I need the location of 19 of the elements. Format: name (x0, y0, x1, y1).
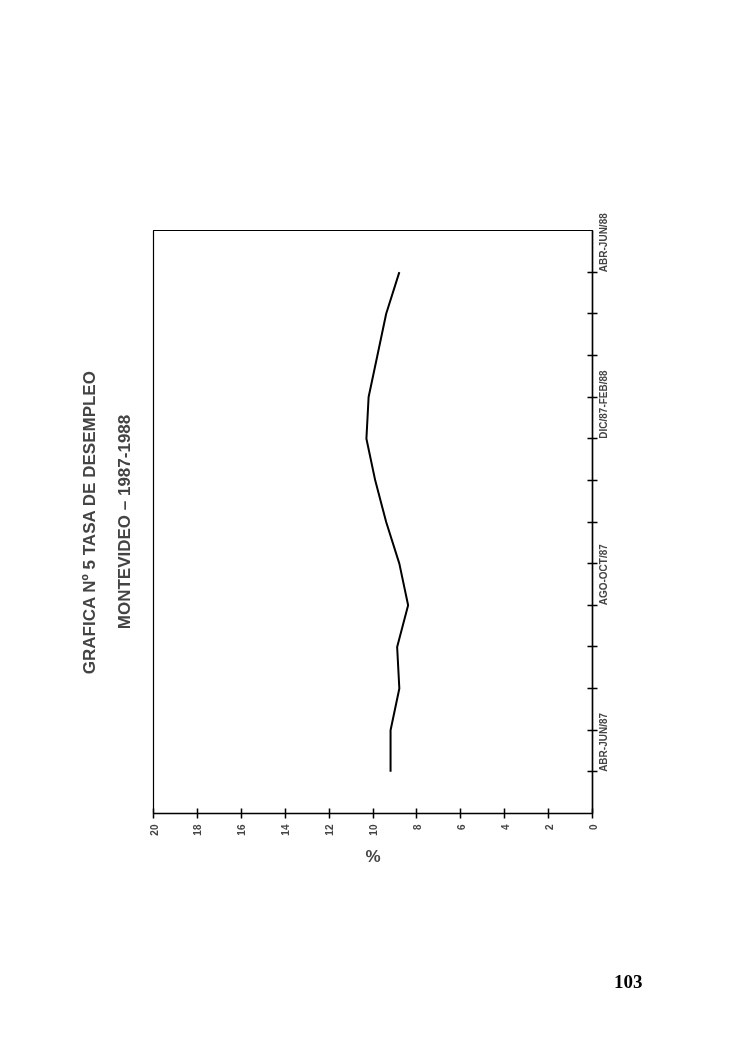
x-tick-label: 12 (324, 824, 336, 836)
text: GRAFICA Nº 5 TASA DE DESEMPLEO (80, 371, 99, 675)
text: MONTEVIDEO – 1987-1988 (115, 414, 134, 630)
x-tick-label: 18 (192, 824, 204, 836)
x-axis-title: % (365, 846, 381, 866)
x-tick-label: 4 (499, 824, 511, 831)
x-tick-label: 20 (148, 824, 160, 836)
x-tick-label: 0 (587, 824, 599, 831)
x-tick-label: 8 (411, 824, 423, 831)
x-tick-label: 2 (543, 824, 555, 831)
x-tick-label: 16 (236, 824, 248, 836)
x-tick-label: 6 (455, 824, 467, 831)
y-tick-label: AGO-OCT/87 (598, 543, 609, 606)
x-tick-label: 14 (280, 824, 292, 836)
x-tick-label: 10 (368, 824, 379, 836)
text: 103 (614, 970, 643, 994)
y-tick-label: ABR-JUN/88 (598, 212, 609, 273)
y-tick-label: ABR-JUN/87 (598, 712, 609, 772)
y-tick-label: DIC/87-FEB/88 (598, 369, 609, 439)
